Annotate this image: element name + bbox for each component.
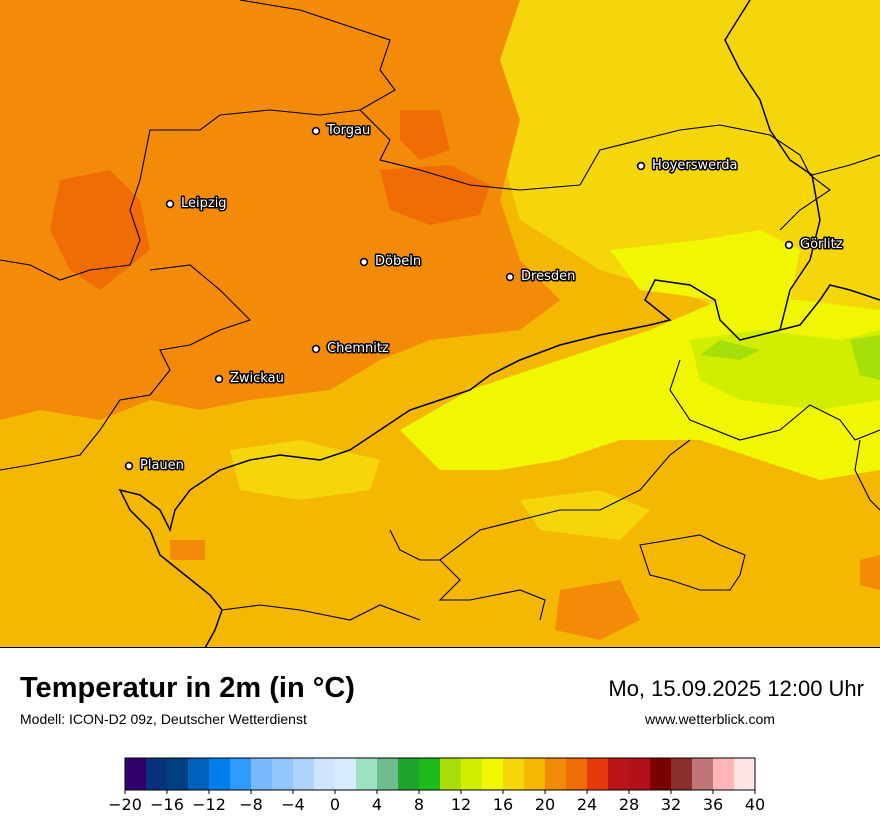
scale-swatch [482,758,504,790]
region-border [639,534,746,591]
temp-zone-18-yellow [230,440,380,500]
svg-text:Torgau: Torgau [326,123,370,138]
temp-zone-12-green [850,335,880,380]
city-torgau: Torgau [311,122,372,140]
state-border [0,264,252,471]
scale-swatch [335,758,357,790]
temp-zone-22-dark-orange [50,170,150,290]
scale-swatch [503,758,525,790]
region-border [438,559,546,621]
scale-tick-label: 4 [372,795,382,814]
scale-tick-label: −20 [108,795,142,814]
scale-swatch [167,758,189,790]
scale-swatch [566,758,588,790]
scale-ticks: −20 −16 −12 −8 −4 0 4 8 12 16 20 24 28 32 36 40 [108,790,765,814]
scale-tick-label: 28 [619,795,639,814]
scale-swatch [293,758,315,790]
scale-swatch [398,758,420,790]
svg-text:Zwickau: Zwickau [230,371,284,386]
scale-swatch [314,758,336,790]
city-hoyerswerda: Hoyerswerda [636,157,739,175]
scale-tick-label: 16 [493,795,513,814]
temperature-color-scale: −20 −16 −12 −8 −4 0 4 8 12 16 20 24 28 32 36 40 [108,757,765,814]
temp-zone-22-dark-orange [380,165,490,225]
scale-swatch [608,758,630,790]
city-goerlitz: Görlitz [784,236,844,254]
scale-swatch [734,758,756,790]
city-plauen: Plauen [124,457,185,475]
website-link[interactable]: www.wetterblick.com [645,711,775,727]
svg-text:Dresden: Dresden [521,269,575,284]
scale-swatch [671,758,693,790]
scale-swatch [713,758,735,790]
scale-swatch [230,758,252,790]
scale-tick-label: −4 [281,795,305,814]
region-border [669,359,880,441]
temp-zone-12-green [700,340,760,360]
scale-swatch [125,758,147,790]
svg-text:Döbeln: Döbeln [375,254,421,269]
region-border [221,604,421,621]
scale-swatch [440,758,462,790]
model-source: Modell: ICON-D2 09z, Deutscher Wetterdie… [20,711,307,727]
scale-swatch [209,758,231,790]
country-border [811,154,880,176]
svg-text:Plauen: Plauen [140,458,184,473]
temp-zone-22-dark-orange [400,110,450,160]
forecast-datetime: Mo, 15.09.2025 12:00 Uhr [608,676,864,701]
scale-swatch [587,758,609,790]
temp-zone-20-orange [0,0,560,420]
scale-tick-label: −12 [192,795,226,814]
city-zwickau: Zwickau [214,370,285,388]
temperature-map: Torgau Hoyerswerda Leipzig Görlitz Döbel… [0,0,880,648]
scale-swatch [419,758,441,790]
scale-tick-label: 36 [703,795,723,814]
region-border [854,439,880,511]
scale-swatch [146,758,168,790]
scale-tick-label: −16 [150,795,184,814]
region-border [389,439,691,561]
city-chemnitz: Chemnitz [311,340,390,358]
temp-zone-20-orange [555,580,640,640]
scale-swatch [524,758,546,790]
svg-text:Görlitz: Görlitz [800,237,843,252]
scale-swatch [272,758,294,790]
scale-swatch [188,758,210,790]
scale-swatch [251,758,273,790]
scale-tick-label: 40 [745,795,765,814]
borders [0,0,880,648]
scale-swatch [629,758,651,790]
scale-swatch [545,758,567,790]
scale-swatch [356,758,378,790]
state-border [0,109,361,281]
temp-zone-20-orange [170,540,205,560]
city-markers: Torgau Hoyerswerda Leipzig Görlitz Döbel… [124,122,844,475]
scale-swatch [692,758,714,790]
scale-tick-label: −8 [239,795,263,814]
scale-swatches [125,758,756,790]
scale-tick-label: 24 [577,795,597,814]
city-dresden: Dresden [505,268,577,286]
svg-text:Chemnitz: Chemnitz [327,341,389,356]
temp-zone-16-yellow [610,230,800,300]
scale-frame [124,757,756,791]
svg-text:Leipzig: Leipzig [181,196,227,211]
city-leipzig: Leipzig [165,195,228,213]
scale-tick-label: 12 [451,795,471,814]
city-doebeln: Döbeln [359,253,423,271]
country-border [779,284,880,331]
scale-tick-label: 32 [661,795,681,814]
map-title: Temperatur in 2m (in °C) [20,672,355,704]
state-border [239,0,831,231]
scale-tick-label: 0 [330,795,340,814]
svg-text:Hoyerswerda: Hoyerswerda [652,158,738,173]
scale-swatch [461,758,483,790]
scale-swatch [650,758,672,790]
temp-zone-18-yellow [520,490,650,540]
scale-tick-label: 8 [414,795,424,814]
scale-tick-label: 20 [535,795,555,814]
country-border [118,0,821,648]
temp-zone-20-orange [860,555,880,590]
scale-swatch [377,758,399,790]
